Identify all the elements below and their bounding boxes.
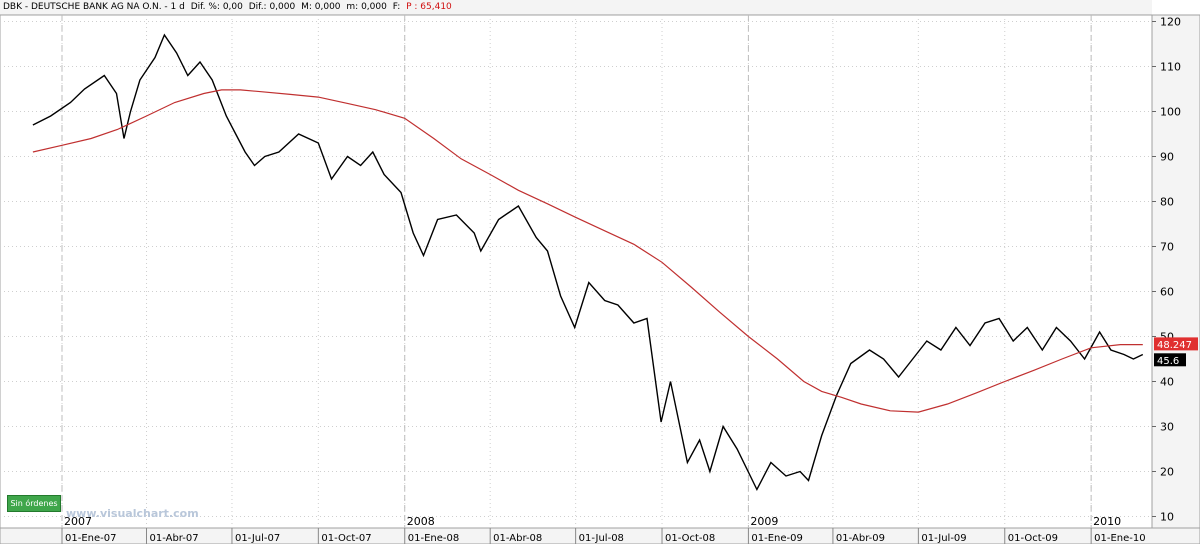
- y-tick-label-120: 120: [1160, 16, 1181, 29]
- x-tick-label: 01-Abr-07: [150, 533, 199, 544]
- x-tick-label: 01-Oct-08: [665, 533, 715, 544]
- chart-header: DBK - DEUTSCHE BANK AG NA O.N. - 1 d Dif…: [0, 0, 1152, 15]
- ma-last-value-label: 48.247: [1157, 340, 1192, 351]
- max-label: M: 0,000: [301, 2, 341, 12]
- y-tick-label-90: 90: [1160, 151, 1174, 164]
- x-tick-label: 01-Ene-08: [408, 533, 459, 544]
- y-tick-label-20: 20: [1160, 466, 1174, 479]
- x-tick-label: 01-Oct-07: [321, 533, 371, 544]
- year-label-2008: 2008: [407, 515, 435, 528]
- x-tick-label: 01-Oct-09: [1008, 533, 1058, 544]
- year-label-2007: 2007: [64, 515, 92, 528]
- y-axis-panel: [1151, 14, 1200, 529]
- price-label: P : 65,410: [406, 2, 452, 12]
- y-tick-label-110: 110: [1160, 61, 1181, 74]
- year-label-2009: 2009: [750, 515, 778, 528]
- min-label: m: 0,000: [346, 2, 387, 12]
- x-tick-label: 01-Ene-07: [65, 533, 116, 544]
- no-orders-badge[interactable]: Sin órdenes: [7, 495, 61, 512]
- dif-label: Dif.: 0,000: [248, 2, 296, 12]
- y-tick-label-80: 80: [1160, 196, 1174, 209]
- x-tick-label: 01-Jul-07: [235, 533, 280, 544]
- y-tick-label-40: 40: [1160, 376, 1174, 389]
- y-tick-label-70: 70: [1160, 241, 1174, 254]
- x-tick-label: 01-Ene-10: [1094, 533, 1145, 544]
- x-tick-label: 01-Jul-09: [921, 533, 966, 544]
- price-last-value-flag: [1154, 353, 1186, 367]
- symbol-label: DBK - DEUTSCHE BANK AG NA O.N. - 1 d: [3, 2, 185, 12]
- ma-last-value-flag: [1154, 337, 1198, 351]
- x-tick-label: 01-Ene-09: [751, 533, 802, 544]
- y-tick-label-100: 100: [1160, 106, 1181, 119]
- x-axis-panel: [0, 527, 1200, 544]
- dif-pct-label: Dif. %: 0,00: [190, 2, 243, 12]
- y-tick-label-10: 10: [1160, 511, 1174, 524]
- price-last-value-label: 45.6: [1157, 356, 1179, 367]
- y-tick-label-60: 60: [1160, 286, 1174, 299]
- y-tick-label-30: 30: [1160, 421, 1174, 434]
- x-tick-label: 01-Jul-08: [579, 533, 624, 544]
- price-line: [32, 33, 1144, 492]
- year-label-2010: 2010: [1093, 515, 1121, 528]
- f-label: F:: [392, 2, 401, 12]
- x-tick-label: 01-Abr-09: [836, 533, 885, 544]
- watermark: www.visualchart.com: [66, 507, 199, 520]
- x-tick-label: 01-Abr-08: [493, 533, 542, 544]
- moving-average-line: [32, 89, 1143, 413]
